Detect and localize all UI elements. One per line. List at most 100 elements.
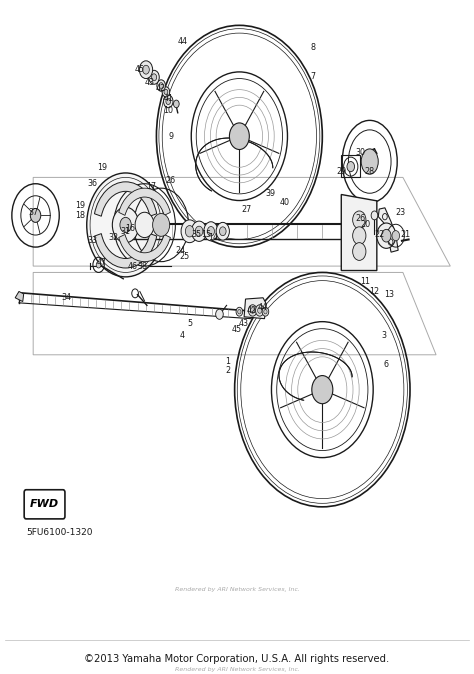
Text: 7: 7: [310, 71, 315, 80]
Text: 37: 37: [28, 208, 38, 217]
Text: 33: 33: [87, 237, 98, 245]
Text: 31: 31: [120, 226, 131, 236]
Circle shape: [204, 222, 218, 241]
Circle shape: [112, 207, 139, 243]
Circle shape: [195, 226, 203, 237]
Text: 32: 32: [109, 233, 119, 242]
Circle shape: [164, 90, 168, 94]
Circle shape: [173, 100, 179, 108]
Text: 28: 28: [365, 166, 375, 175]
Text: 26: 26: [355, 214, 365, 223]
Circle shape: [216, 309, 223, 319]
Polygon shape: [378, 208, 398, 252]
Circle shape: [96, 262, 101, 268]
Text: 16: 16: [125, 224, 136, 233]
Text: 47: 47: [97, 258, 107, 268]
Text: 43: 43: [144, 78, 155, 87]
Text: 2: 2: [225, 366, 230, 375]
FancyBboxPatch shape: [24, 490, 65, 519]
Text: 39: 39: [265, 189, 275, 197]
Circle shape: [152, 74, 156, 81]
Circle shape: [135, 212, 154, 238]
Text: 30: 30: [355, 148, 365, 156]
Circle shape: [353, 227, 366, 245]
Circle shape: [191, 221, 207, 241]
Circle shape: [157, 80, 165, 91]
Text: 20: 20: [360, 220, 370, 229]
Text: 10: 10: [163, 106, 173, 115]
Text: 27: 27: [241, 205, 252, 214]
Wedge shape: [118, 235, 171, 262]
Circle shape: [377, 223, 396, 248]
Circle shape: [166, 98, 171, 104]
Ellipse shape: [361, 149, 378, 175]
Text: 29: 29: [336, 166, 346, 175]
Text: 26: 26: [165, 176, 176, 185]
Polygon shape: [15, 291, 24, 301]
Wedge shape: [94, 182, 157, 216]
Circle shape: [181, 220, 198, 243]
Text: 13: 13: [383, 290, 394, 299]
Text: 17: 17: [146, 183, 157, 191]
Text: FWD: FWD: [30, 499, 59, 510]
Text: 6: 6: [384, 360, 389, 369]
Text: 5: 5: [187, 319, 192, 328]
Circle shape: [149, 70, 159, 84]
Circle shape: [219, 227, 226, 236]
Circle shape: [347, 162, 355, 172]
Text: 4: 4: [180, 332, 185, 340]
Circle shape: [382, 229, 391, 242]
Text: 46: 46: [128, 262, 138, 270]
Text: Rendered by ARI Network Services, Inc.: Rendered by ARI Network Services, Inc.: [174, 667, 300, 672]
Circle shape: [262, 307, 269, 316]
Polygon shape: [341, 195, 377, 270]
Text: 19: 19: [97, 163, 107, 173]
Circle shape: [143, 65, 149, 74]
Text: 42: 42: [246, 306, 256, 315]
Text: 11: 11: [360, 278, 370, 286]
Text: 40: 40: [279, 198, 290, 207]
Circle shape: [87, 173, 164, 277]
Text: 42: 42: [156, 84, 166, 93]
Text: 36: 36: [87, 179, 98, 188]
Text: 8: 8: [310, 43, 315, 52]
Text: Rendered by ARI Network Services, Inc.: Rendered by ARI Network Services, Inc.: [174, 586, 300, 592]
Text: 23: 23: [395, 208, 406, 217]
Circle shape: [216, 222, 229, 240]
Circle shape: [207, 226, 214, 236]
Circle shape: [255, 305, 264, 316]
Text: 45: 45: [232, 325, 242, 334]
Text: 3: 3: [382, 332, 386, 340]
Circle shape: [312, 375, 333, 404]
Circle shape: [229, 123, 249, 150]
Circle shape: [371, 211, 378, 220]
Circle shape: [264, 309, 267, 314]
Circle shape: [258, 307, 262, 313]
Circle shape: [159, 83, 163, 88]
Circle shape: [236, 307, 243, 316]
Text: ©2013 Yamaha Motor Corporation, U.S.A. All rights reserved.: ©2013 Yamaha Motor Corporation, U.S.A. A…: [84, 654, 390, 664]
Text: 18: 18: [75, 211, 86, 220]
Circle shape: [237, 309, 241, 314]
Circle shape: [353, 243, 366, 260]
Text: 44: 44: [177, 36, 188, 46]
Circle shape: [120, 217, 131, 233]
Text: 19: 19: [75, 202, 86, 210]
Text: 41: 41: [163, 94, 173, 102]
Text: 22: 22: [374, 230, 384, 239]
Circle shape: [185, 226, 194, 237]
Text: 5FU6100-1320: 5FU6100-1320: [26, 528, 92, 537]
Text: 12: 12: [369, 287, 380, 296]
Text: 15: 15: [201, 230, 211, 239]
Polygon shape: [244, 298, 266, 319]
Circle shape: [153, 214, 170, 237]
Text: 38: 38: [137, 262, 147, 270]
Circle shape: [353, 211, 366, 228]
Wedge shape: [118, 188, 171, 216]
Circle shape: [248, 305, 257, 316]
Text: 35: 35: [191, 230, 202, 239]
Circle shape: [139, 61, 153, 79]
Text: 24: 24: [175, 246, 185, 255]
Wedge shape: [94, 234, 157, 268]
Text: 9: 9: [168, 131, 173, 141]
